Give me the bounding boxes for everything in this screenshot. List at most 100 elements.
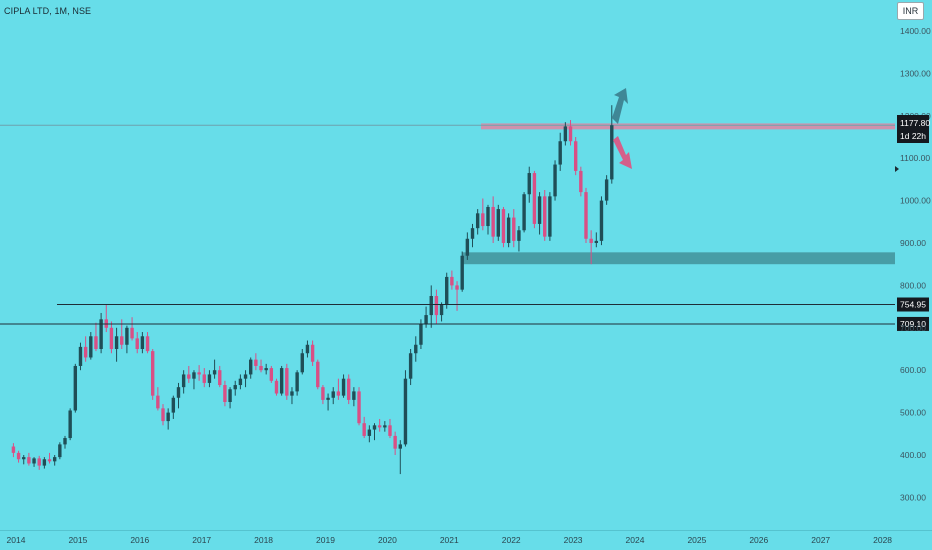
candle[interactable] xyxy=(140,332,145,354)
candle[interactable] xyxy=(347,374,351,405)
candle[interactable] xyxy=(22,455,26,465)
candle[interactable] xyxy=(537,192,542,235)
candle[interactable] xyxy=(357,387,361,426)
candle[interactable] xyxy=(16,450,21,463)
candle[interactable] xyxy=(481,198,485,231)
candle[interactable] xyxy=(496,204,501,241)
candle[interactable] xyxy=(238,374,243,390)
candle[interactable] xyxy=(439,302,444,322)
candle[interactable] xyxy=(145,332,150,354)
candle[interactable] xyxy=(352,387,356,407)
candle[interactable] xyxy=(176,382,181,409)
candle[interactable] xyxy=(27,452,31,466)
candle[interactable] xyxy=(58,442,62,460)
candle[interactable] xyxy=(290,387,294,405)
candle[interactable] xyxy=(279,365,284,396)
candle[interactable] xyxy=(491,196,495,243)
candle[interactable] xyxy=(579,166,583,197)
time-axis[interactable]: 2014 2015 2016 2017 2018 2019 2020 2021 2022 2023… xyxy=(7,535,893,545)
candle[interactable] xyxy=(470,223,475,248)
candle[interactable] xyxy=(517,226,521,252)
candle[interactable] xyxy=(316,359,320,390)
candle[interactable] xyxy=(300,349,304,375)
candle[interactable] xyxy=(63,435,67,449)
candle[interactable] xyxy=(594,232,599,248)
currency-button[interactable]: INR xyxy=(897,2,924,20)
candle[interactable] xyxy=(305,340,310,358)
candle[interactable] xyxy=(599,196,604,246)
candle[interactable] xyxy=(558,132,562,171)
candle[interactable] xyxy=(37,455,41,470)
candle[interactable] xyxy=(414,336,418,362)
candle[interactable] xyxy=(553,160,557,201)
candle[interactable] xyxy=(321,385,325,405)
candle[interactable] xyxy=(475,209,480,235)
candle[interactable] xyxy=(362,416,366,439)
candle[interactable] xyxy=(548,192,552,241)
candle[interactable] xyxy=(135,332,139,354)
candle[interactable] xyxy=(388,418,392,439)
candle[interactable] xyxy=(341,374,346,398)
candle[interactable] xyxy=(94,322,98,352)
scroll-to-realtime-icon[interactable] xyxy=(895,166,899,172)
candle[interactable] xyxy=(99,312,103,354)
candle[interactable] xyxy=(89,332,93,360)
candle[interactable] xyxy=(367,425,372,443)
candle[interactable] xyxy=(604,175,609,205)
support-zone[interactable] xyxy=(462,252,895,265)
candle[interactable] xyxy=(295,370,299,396)
candle[interactable] xyxy=(259,359,263,373)
candle[interactable] xyxy=(269,365,274,383)
candle[interactable] xyxy=(522,192,526,233)
candle[interactable] xyxy=(460,251,464,292)
candle[interactable] xyxy=(223,380,227,407)
candle[interactable] xyxy=(47,452,52,464)
candle[interactable] xyxy=(336,378,341,400)
candle[interactable] xyxy=(573,137,578,176)
candle[interactable] xyxy=(408,349,413,386)
candle[interactable] xyxy=(568,120,573,146)
candle[interactable] xyxy=(181,370,186,394)
candle[interactable] xyxy=(445,272,449,309)
candle[interactable] xyxy=(372,423,377,441)
candle[interactable] xyxy=(166,408,170,430)
candle[interactable] xyxy=(109,321,114,354)
candle[interactable] xyxy=(584,187,588,243)
candle[interactable] xyxy=(377,418,382,432)
candle[interactable] xyxy=(233,380,237,396)
candle[interactable] xyxy=(161,404,165,426)
candle[interactable] xyxy=(455,281,459,311)
candle[interactable] xyxy=(532,170,537,229)
candle[interactable] xyxy=(563,122,568,146)
candle[interactable] xyxy=(434,289,439,324)
candle[interactable] xyxy=(212,359,217,379)
candle[interactable] xyxy=(187,365,191,383)
candle[interactable] xyxy=(197,365,201,381)
candle[interactable] xyxy=(130,317,134,341)
bullish-arrow-icon[interactable] xyxy=(612,88,628,124)
candle[interactable] xyxy=(393,431,397,455)
candle[interactable] xyxy=(228,387,232,409)
candle[interactable] xyxy=(285,363,289,400)
candle[interactable] xyxy=(465,232,470,260)
candle[interactable] xyxy=(383,421,387,432)
candle[interactable] xyxy=(243,370,248,388)
candle[interactable] xyxy=(331,387,335,405)
candle[interactable] xyxy=(512,209,516,248)
candle[interactable] xyxy=(42,457,47,469)
candle[interactable] xyxy=(274,378,279,396)
candle[interactable] xyxy=(73,363,78,413)
candle[interactable] xyxy=(589,230,593,265)
candle[interactable] xyxy=(506,213,511,248)
candle[interactable] xyxy=(207,370,212,388)
candle[interactable] xyxy=(78,342,83,371)
candle[interactable] xyxy=(310,340,315,366)
candle[interactable] xyxy=(398,440,402,475)
bearish-arrow-icon[interactable] xyxy=(613,136,632,169)
candle[interactable] xyxy=(83,336,88,362)
candle[interactable] xyxy=(171,395,176,419)
candle[interactable] xyxy=(403,370,408,447)
candle[interactable] xyxy=(326,393,330,411)
candle[interactable] xyxy=(52,455,57,466)
